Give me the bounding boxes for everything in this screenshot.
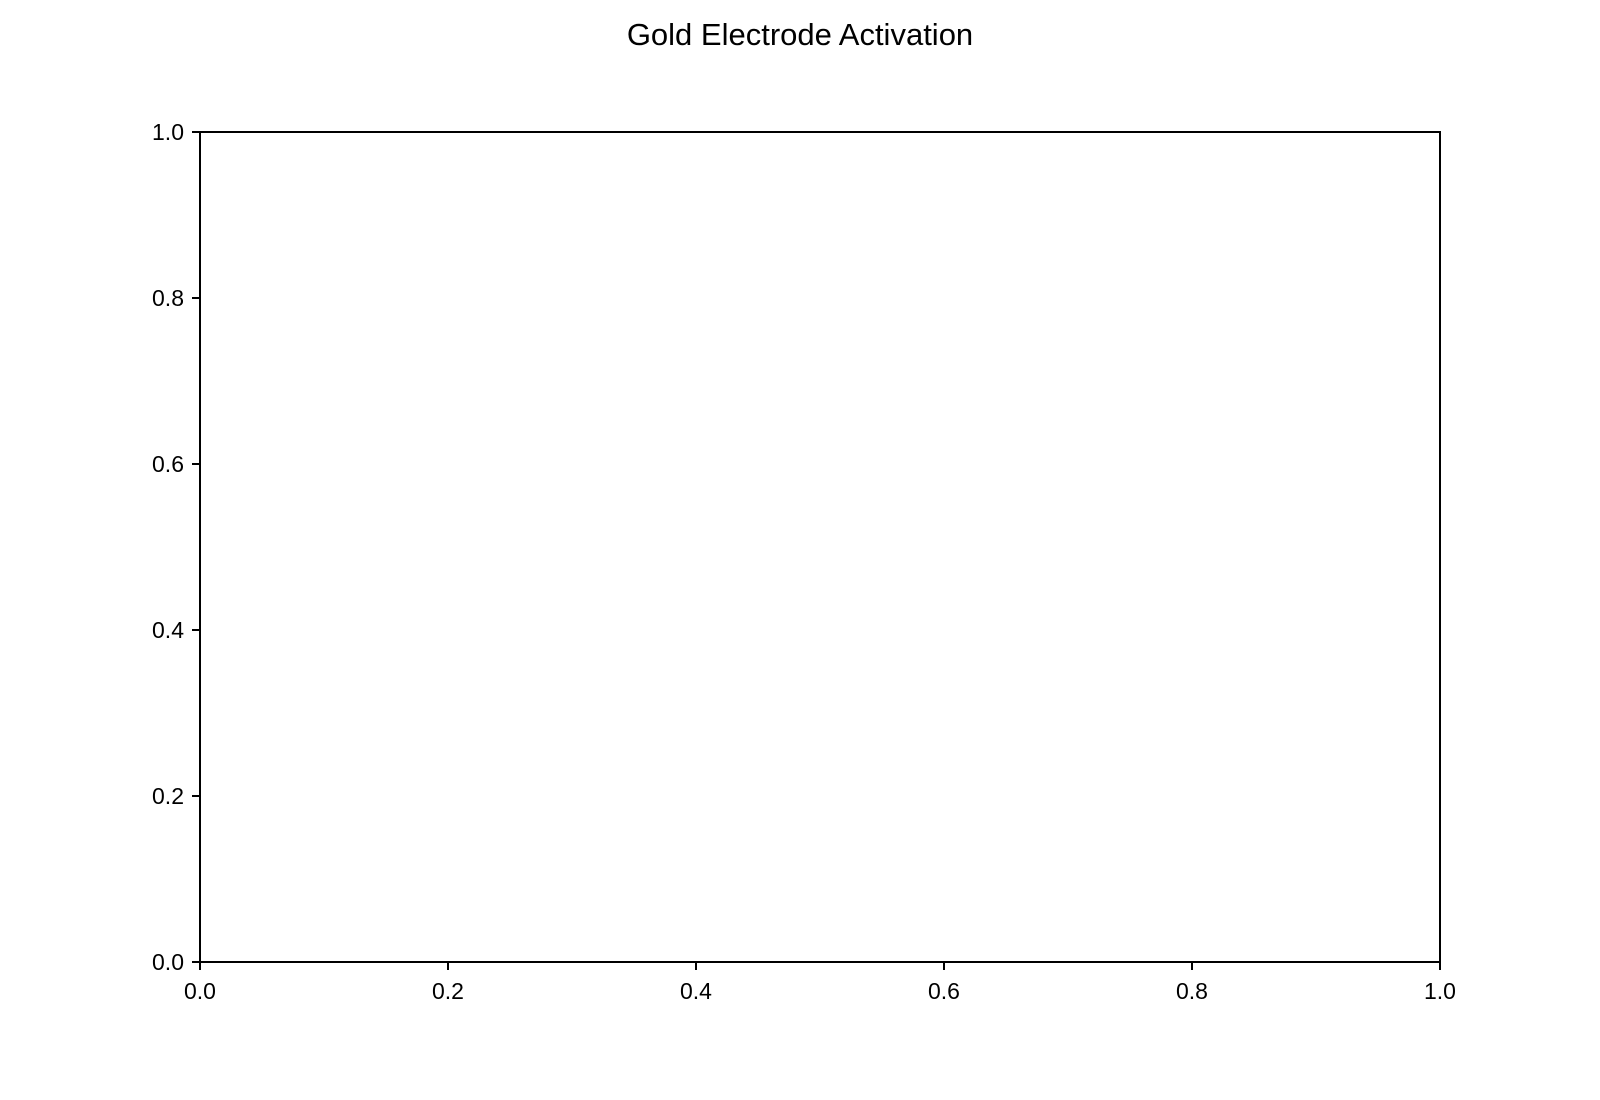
x-tick-label: 0.8: [1176, 978, 1208, 1004]
chart-title: Gold Electrode Activation: [627, 17, 973, 52]
x-tick-label: 0.0: [184, 978, 216, 1004]
y-tick-label: 0.6: [152, 451, 184, 477]
x-tick-label: 0.2: [432, 978, 464, 1004]
y-tick-label: 0.2: [152, 783, 184, 809]
x-tick-label: 0.4: [680, 978, 712, 1004]
y-tick-label: 0.0: [152, 949, 184, 975]
y-axis: 0.0 0.2 0.4 0.6 0.8 1.0: [152, 119, 200, 975]
y-tick-label: 0.4: [152, 617, 184, 643]
y-tick-label: 1.0: [152, 119, 184, 145]
y-tick-label: 0.8: [152, 285, 184, 311]
x-tick-label: 1.0: [1424, 978, 1456, 1004]
plot-area: [199, 131, 1441, 963]
x-tick-label: 0.6: [928, 978, 960, 1004]
x-axis: 0.0 0.2 0.4 0.6 0.8 1.0: [184, 962, 1456, 1004]
